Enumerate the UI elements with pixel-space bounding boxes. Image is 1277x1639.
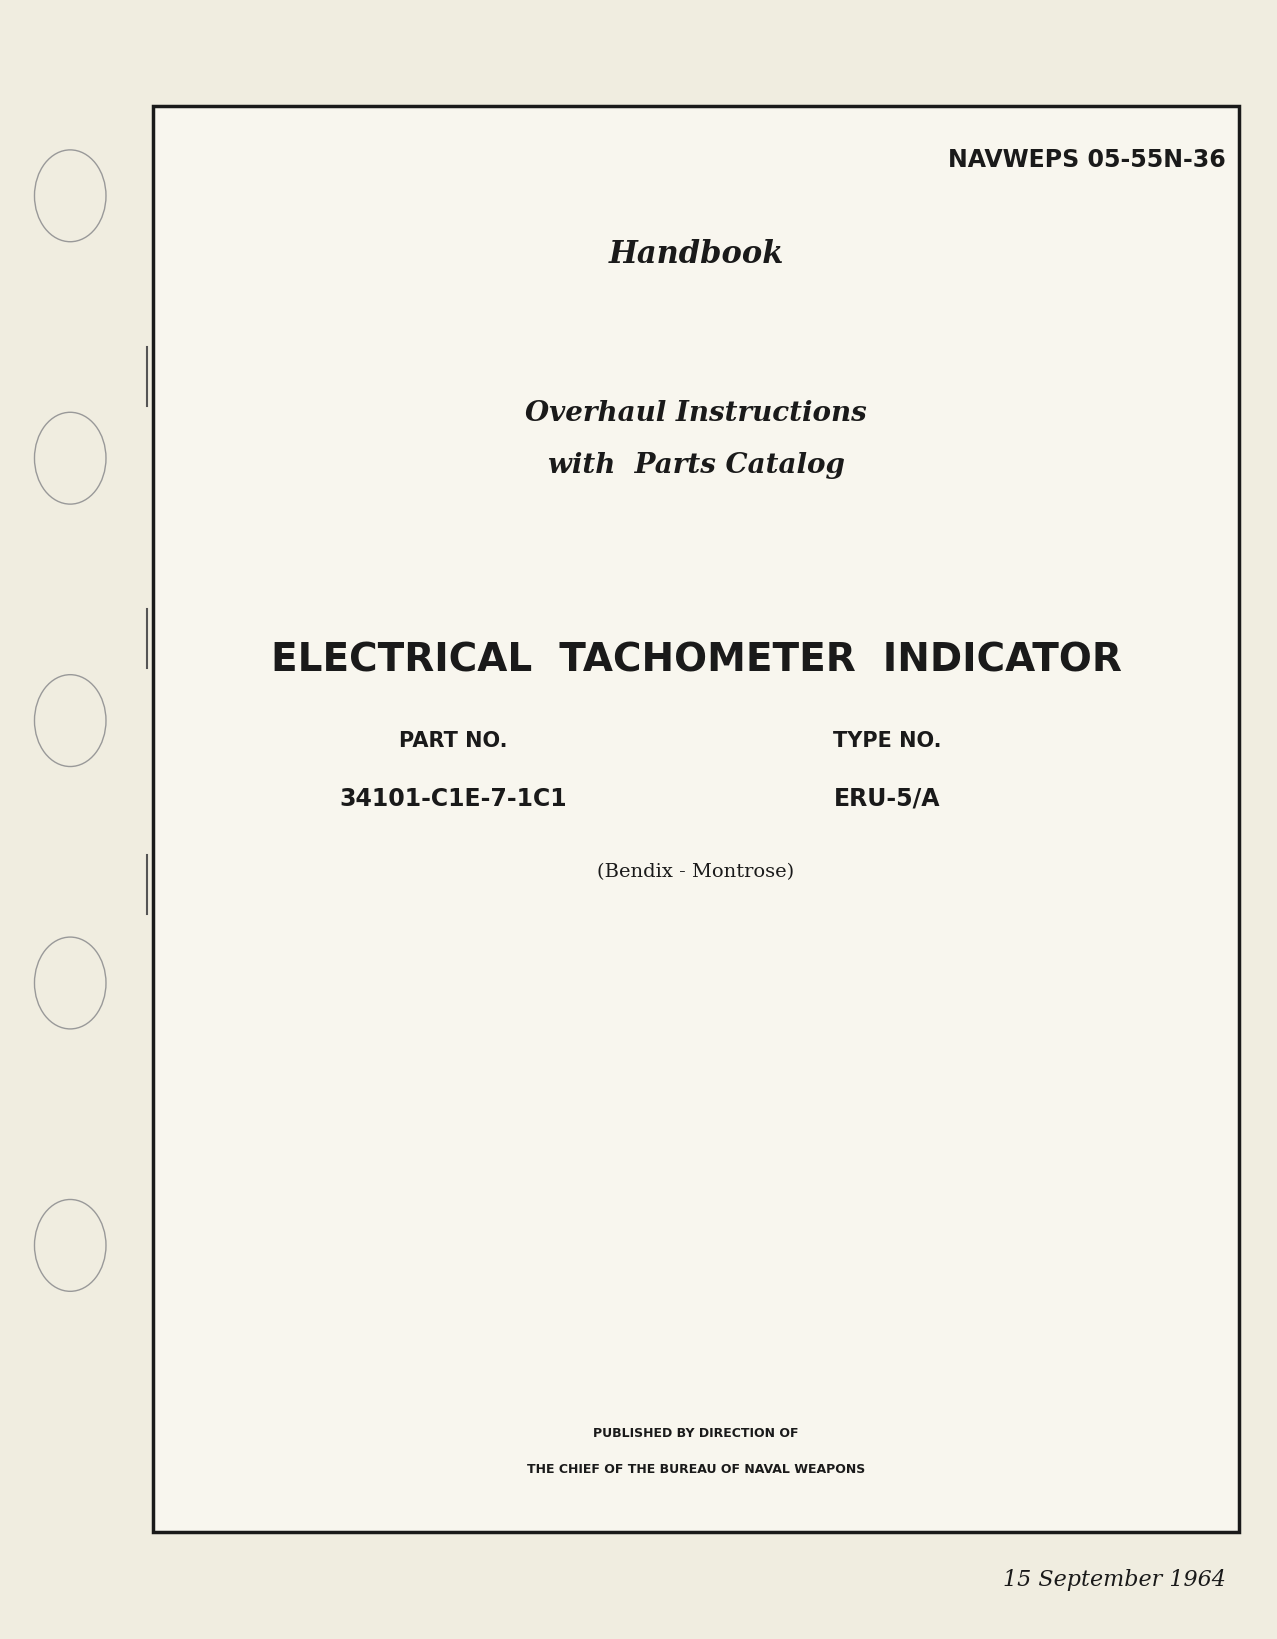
Text: ERU-5/A: ERU-5/A <box>834 787 941 810</box>
Text: PART NO.: PART NO. <box>400 731 507 751</box>
FancyBboxPatch shape <box>153 107 1239 1532</box>
Text: (Bendix - Montrose): (Bendix - Montrose) <box>598 864 794 880</box>
Text: with  Parts Catalog: with Parts Catalog <box>548 452 844 479</box>
Circle shape <box>34 413 106 505</box>
Circle shape <box>34 675 106 767</box>
Circle shape <box>34 938 106 1029</box>
Text: TYPE NO.: TYPE NO. <box>834 731 941 751</box>
Text: 15 September 1964: 15 September 1964 <box>1002 1569 1226 1590</box>
Circle shape <box>34 1200 106 1292</box>
Text: Handbook: Handbook <box>608 239 784 269</box>
Text: PUBLISHED BY DIRECTION OF: PUBLISHED BY DIRECTION OF <box>594 1426 798 1439</box>
Text: THE CHIEF OF THE BUREAU OF NAVAL WEAPONS: THE CHIEF OF THE BUREAU OF NAVAL WEAPONS <box>527 1462 865 1475</box>
Circle shape <box>34 151 106 243</box>
Text: Overhaul Instructions: Overhaul Instructions <box>525 400 867 426</box>
Text: ELECTRICAL  TACHOMETER  INDICATOR: ELECTRICAL TACHOMETER INDICATOR <box>271 641 1121 680</box>
Text: 34101-C1E-7-1C1: 34101-C1E-7-1C1 <box>340 787 567 810</box>
Text: NAVWEPS 05-55N-36: NAVWEPS 05-55N-36 <box>948 148 1226 172</box>
